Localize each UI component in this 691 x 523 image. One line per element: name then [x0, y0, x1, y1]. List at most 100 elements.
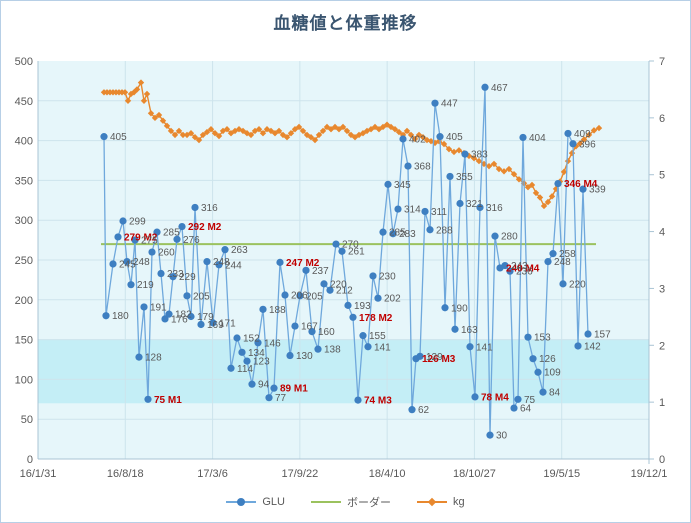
svg-text:404: 404: [529, 133, 546, 144]
svg-text:77: 77: [275, 393, 287, 404]
svg-text:179: 179: [197, 312, 214, 323]
svg-text:6: 6: [659, 113, 665, 125]
svg-text:248: 248: [133, 257, 150, 268]
svg-text:109: 109: [544, 368, 561, 379]
svg-text:299: 299: [129, 216, 146, 227]
svg-text:128: 128: [145, 353, 162, 364]
svg-text:64: 64: [520, 404, 532, 415]
svg-text:129: 129: [426, 352, 443, 363]
left-axis-labels: 0 50 100 150 200 250 300 350 400 450 500: [15, 56, 33, 466]
svg-text:405: 405: [110, 132, 127, 143]
svg-text:248: 248: [213, 257, 230, 268]
svg-text:345: 345: [394, 180, 411, 191]
svg-text:409: 409: [574, 129, 591, 140]
svg-text:230: 230: [379, 271, 396, 282]
svg-text:243: 243: [511, 261, 528, 272]
svg-text:176: 176: [171, 314, 188, 325]
svg-text:19/5/15: 19/5/15: [543, 468, 580, 480]
svg-text:263: 263: [231, 245, 248, 256]
svg-text:229: 229: [179, 272, 196, 283]
svg-text:4: 4: [659, 227, 665, 239]
chart-title: 血糖値と体重推移: [273, 14, 418, 33]
svg-text:292 M2: 292 M2: [188, 222, 222, 233]
svg-text:74 M3: 74 M3: [364, 396, 392, 407]
svg-text:247 M2: 247 M2: [286, 258, 320, 269]
svg-text:0: 0: [27, 454, 33, 466]
legend-item-border[interactable]: ボーダー: [311, 494, 391, 510]
svg-text:5: 5: [659, 170, 665, 182]
svg-text:30: 30: [496, 431, 508, 442]
svg-text:311: 311: [431, 207, 447, 218]
svg-text:19/12/1: 19/12/1: [631, 468, 668, 480]
svg-text:155: 155: [369, 331, 386, 342]
svg-text:16/8/18: 16/8/18: [107, 468, 144, 480]
svg-text:18/4/10: 18/4/10: [369, 468, 406, 480]
svg-text:245: 245: [119, 259, 136, 270]
chart-legend: GLU ボーダー kg: [1, 494, 690, 510]
svg-text:355: 355: [456, 172, 473, 183]
svg-text:300: 300: [15, 215, 33, 227]
legend-item-kg[interactable]: kg: [417, 496, 465, 508]
svg-text:134: 134: [248, 348, 265, 359]
svg-text:240 M4: 240 M4: [506, 263, 540, 274]
svg-text:314: 314: [404, 205, 421, 216]
svg-text:316: 316: [486, 203, 503, 214]
svg-text:157: 157: [594, 330, 611, 341]
svg-text:126 M3: 126 M3: [422, 354, 456, 365]
glu-series: [100, 83, 592, 439]
kg-line-marker-icon: [417, 497, 447, 507]
svg-text:89 M1: 89 M1: [280, 384, 308, 395]
svg-text:17/9/22: 17/9/22: [282, 468, 319, 480]
svg-text:150: 150: [15, 335, 33, 347]
svg-text:236: 236: [516, 267, 533, 278]
svg-text:2: 2: [659, 340, 665, 352]
svg-text:138: 138: [324, 345, 341, 356]
svg-text:141: 141: [476, 342, 493, 353]
svg-text:188: 188: [269, 305, 286, 316]
svg-text:190: 190: [451, 303, 468, 314]
svg-text:220: 220: [569, 279, 586, 290]
svg-text:280: 280: [501, 232, 518, 243]
svg-text:3: 3: [659, 283, 665, 295]
svg-text:130: 130: [296, 351, 313, 362]
svg-text:400: 400: [15, 136, 33, 148]
svg-text:447: 447: [441, 99, 458, 110]
svg-text:193: 193: [354, 301, 371, 312]
legend-item-glu[interactable]: GLU: [226, 496, 285, 508]
svg-text:62: 62: [418, 405, 430, 416]
svg-text:219: 219: [137, 280, 154, 291]
svg-text:276: 276: [183, 235, 200, 246]
legend-label-kg: kg: [453, 496, 465, 508]
svg-text:285: 285: [389, 228, 406, 239]
svg-text:94: 94: [258, 380, 270, 391]
svg-text:233: 233: [167, 269, 184, 280]
svg-text:205: 205: [193, 291, 210, 302]
svg-text:182: 182: [175, 310, 192, 321]
svg-text:220: 220: [330, 279, 347, 290]
svg-text:100: 100: [15, 374, 33, 386]
svg-text:146: 146: [264, 338, 281, 349]
right-axis-labels: 0 1 2 3 4 5 6 7: [659, 56, 665, 466]
svg-text:279 M2: 279 M2: [124, 232, 158, 243]
svg-text:200: 200: [15, 295, 33, 307]
svg-text:114: 114: [237, 364, 253, 375]
svg-text:237: 237: [312, 266, 329, 277]
svg-text:141: 141: [374, 342, 391, 353]
svg-text:258: 258: [559, 249, 576, 260]
svg-text:7: 7: [659, 56, 665, 68]
svg-text:84: 84: [549, 388, 561, 399]
x-axis-labels: 16/1/31 16/8/18 17/3/6 17/9/22 18/4/10 18/10/…: [20, 468, 668, 480]
svg-text:288: 288: [436, 225, 453, 236]
svg-text:17/3/6: 17/3/6: [197, 468, 228, 480]
svg-text:202: 202: [384, 294, 401, 305]
legend-label-border: ボーダー: [347, 497, 391, 509]
svg-text:368: 368: [414, 162, 431, 173]
svg-text:283: 283: [399, 229, 416, 240]
svg-text:152: 152: [243, 334, 260, 345]
svg-text:153: 153: [534, 333, 551, 344]
svg-text:123: 123: [253, 357, 270, 368]
svg-text:160: 160: [318, 327, 335, 338]
svg-text:250: 250: [15, 255, 33, 267]
